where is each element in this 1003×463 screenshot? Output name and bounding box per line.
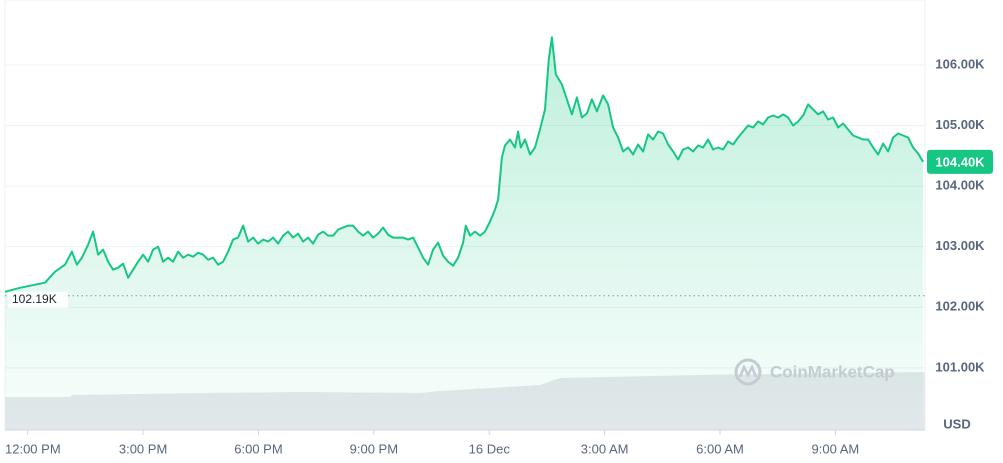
- x-tick-label: 6:00 AM: [696, 441, 744, 456]
- price-line: [4, 36, 924, 293]
- y-tick-label: 104.00K: [935, 178, 985, 193]
- x-tick-label: 6:00 PM: [234, 441, 282, 456]
- overlay: 101.00K 102.00K 103.00K 104.00K 105.00K 106.0…: [5, 56, 993, 456]
- y-tick-label: 103.00K: [935, 238, 985, 253]
- y-tick-label: 105.00K: [935, 117, 985, 132]
- watermark-logo-mark: [738, 363, 758, 378]
- current-price-label: 104.40K: [935, 154, 985, 169]
- x-tick-label: 9:00 PM: [350, 441, 398, 456]
- x-tick-label: 9:00 AM: [812, 441, 860, 456]
- price-area: [5, 37, 924, 431]
- x-tick-label: 3:00 PM: [119, 441, 167, 456]
- x-tick-label: 3:00 AM: [581, 441, 629, 456]
- open-price-label: 102.19K: [12, 292, 57, 306]
- currency-label: USD: [943, 416, 970, 431]
- x-tick-label: 12:00 PM: [5, 441, 61, 456]
- open-price-label-bg: [8, 291, 68, 308]
- watermark: CoinMarketCap: [734, 358, 895, 386]
- x-tick-label: 16 Dec: [469, 441, 511, 456]
- watermark-logo: [734, 358, 762, 386]
- y-tick-label: 102.00K: [935, 299, 985, 314]
- y-tick-label: 106.00K: [935, 56, 985, 71]
- plot: [4, 36, 924, 431]
- y-tick-label: 101.00K: [935, 359, 985, 374]
- watermark-text: CoinMarketCap: [770, 362, 895, 381]
- current-price-badge: [927, 149, 993, 174]
